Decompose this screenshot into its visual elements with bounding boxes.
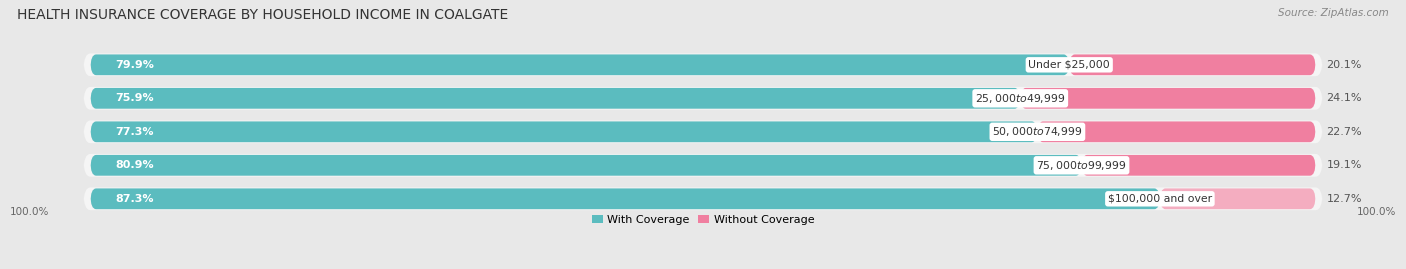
FancyBboxPatch shape [1081, 155, 1316, 176]
Text: 80.9%: 80.9% [115, 160, 155, 170]
FancyBboxPatch shape [83, 154, 1323, 177]
Text: $100,000 and over: $100,000 and over [1108, 194, 1212, 204]
Text: 75.9%: 75.9% [115, 93, 155, 103]
FancyBboxPatch shape [90, 54, 1069, 75]
Text: $75,000 to $99,999: $75,000 to $99,999 [1036, 159, 1126, 172]
Text: 22.7%: 22.7% [1327, 127, 1362, 137]
FancyBboxPatch shape [1160, 188, 1316, 209]
Text: Source: ZipAtlas.com: Source: ZipAtlas.com [1278, 8, 1389, 18]
FancyBboxPatch shape [1021, 88, 1316, 109]
Text: $25,000 to $49,999: $25,000 to $49,999 [976, 92, 1066, 105]
Text: Under $25,000: Under $25,000 [1028, 60, 1111, 70]
FancyBboxPatch shape [90, 88, 1021, 109]
Text: 100.0%: 100.0% [1357, 207, 1396, 217]
Text: 12.7%: 12.7% [1327, 194, 1362, 204]
Text: 19.1%: 19.1% [1327, 160, 1362, 170]
Text: $50,000 to $74,999: $50,000 to $74,999 [993, 125, 1083, 138]
FancyBboxPatch shape [90, 188, 1160, 209]
FancyBboxPatch shape [83, 187, 1323, 210]
Text: 77.3%: 77.3% [115, 127, 155, 137]
FancyBboxPatch shape [83, 87, 1323, 110]
Text: 100.0%: 100.0% [10, 207, 49, 217]
Text: 24.1%: 24.1% [1327, 93, 1362, 103]
Text: 87.3%: 87.3% [115, 194, 155, 204]
FancyBboxPatch shape [90, 155, 1081, 176]
FancyBboxPatch shape [90, 121, 1038, 142]
Text: 20.1%: 20.1% [1327, 60, 1362, 70]
Legend: With Coverage, Without Coverage: With Coverage, Without Coverage [588, 210, 818, 229]
FancyBboxPatch shape [83, 121, 1323, 143]
FancyBboxPatch shape [1038, 121, 1316, 142]
Text: 79.9%: 79.9% [115, 60, 155, 70]
Text: HEALTH INSURANCE COVERAGE BY HOUSEHOLD INCOME IN COALGATE: HEALTH INSURANCE COVERAGE BY HOUSEHOLD I… [17, 8, 508, 22]
FancyBboxPatch shape [1069, 54, 1316, 75]
FancyBboxPatch shape [83, 54, 1323, 76]
